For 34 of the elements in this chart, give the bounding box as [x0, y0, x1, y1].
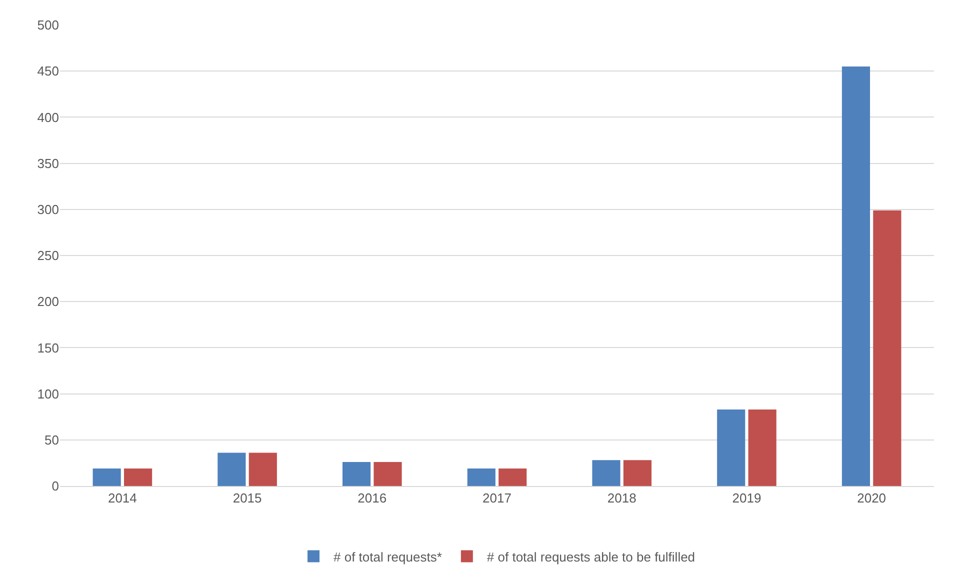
bar [92, 468, 121, 486]
x-tick-label: 2014 [108, 490, 137, 506]
x-tick-label: 2017 [482, 490, 512, 506]
y-tick-label: 0 [52, 478, 59, 494]
bar [842, 66, 870, 486]
y-tick-label: 200 [37, 294, 59, 310]
y-tick-label: 450 [37, 64, 59, 79]
bar [498, 468, 527, 486]
bar [218, 452, 246, 486]
y-tick-label: 100 [37, 386, 59, 402]
bar [467, 468, 496, 486]
y-tick-label: 400 [37, 110, 59, 125]
y-tick-label: 250 [37, 248, 59, 264]
x-tick-label: 2020 [857, 490, 886, 506]
bar [873, 210, 902, 486]
x-tick-label: 2015 [232, 490, 262, 506]
bar [748, 409, 776, 486]
bar [342, 462, 371, 486]
y-tick-label: 150 [37, 340, 59, 356]
legend-label: # of total requests* [334, 549, 442, 564]
y-tick-label: 300 [37, 202, 59, 217]
bar [124, 468, 152, 486]
x-tick-label: 2016 [358, 490, 387, 506]
x-tick-label: 2018 [607, 490, 636, 506]
bar [374, 462, 402, 486]
bar [623, 460, 652, 486]
bar [592, 460, 620, 486]
legend-label: # of total requests able to be fulfilled [486, 549, 696, 564]
y-tick-label: 50 [44, 432, 59, 448]
bar [248, 452, 277, 486]
x-tick-label: 2019 [732, 490, 762, 506]
bar [717, 409, 746, 486]
y-tick-label: 500 [37, 18, 59, 33]
y-tick-label: 350 [37, 156, 59, 171]
